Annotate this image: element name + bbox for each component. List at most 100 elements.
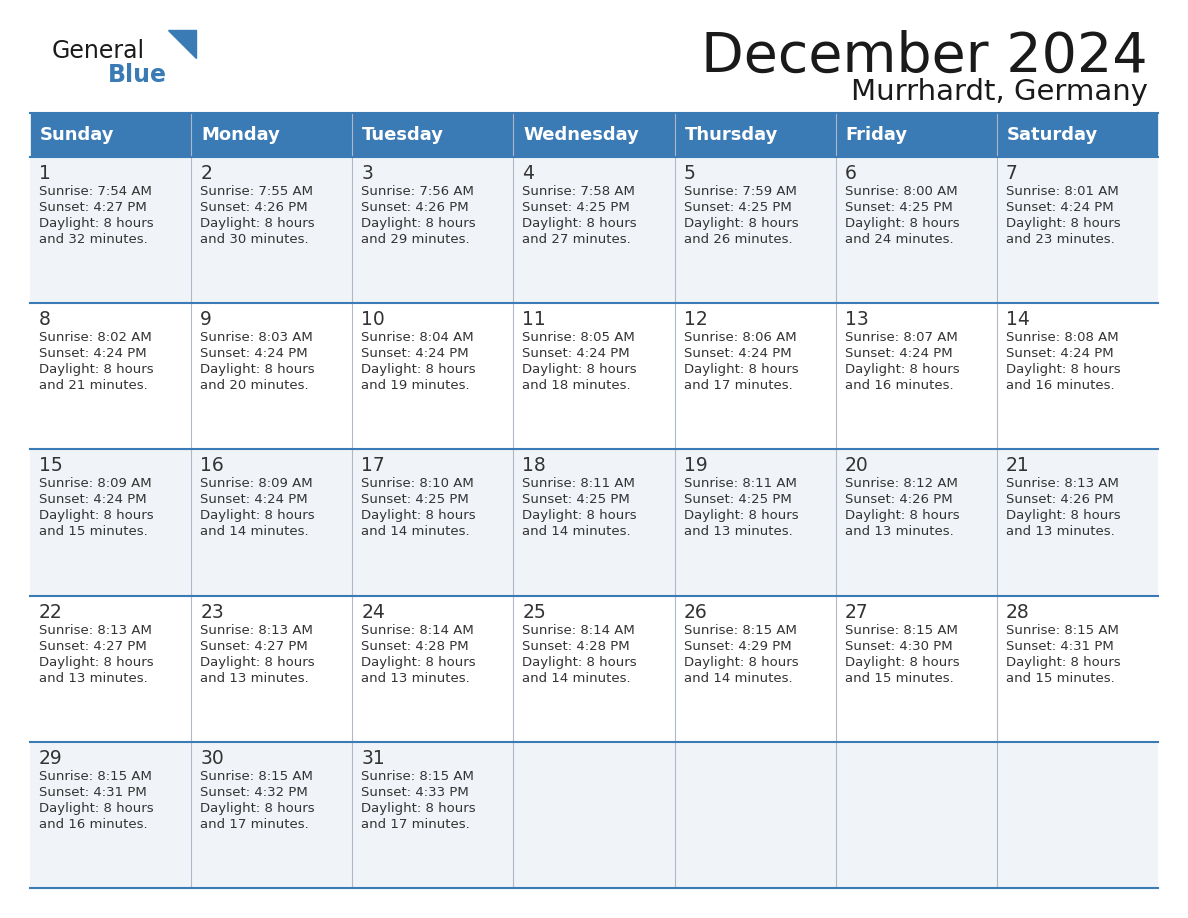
- Text: 28: 28: [1006, 602, 1030, 621]
- Text: Sunrise: 8:09 AM: Sunrise: 8:09 AM: [200, 477, 312, 490]
- Bar: [353, 303, 513, 450]
- Bar: [191, 450, 353, 596]
- Text: and 16 minutes.: and 16 minutes.: [845, 379, 953, 392]
- Text: and 29 minutes.: and 29 minutes.: [361, 233, 470, 246]
- Text: Sunset: 4:27 PM: Sunset: 4:27 PM: [200, 640, 308, 653]
- Text: 9: 9: [200, 310, 211, 330]
- Text: Sunset: 4:31 PM: Sunset: 4:31 PM: [1006, 640, 1113, 653]
- Text: and 14 minutes.: and 14 minutes.: [200, 525, 309, 538]
- Text: Sunset: 4:33 PM: Sunset: 4:33 PM: [361, 786, 469, 799]
- Text: Sunrise: 8:15 AM: Sunrise: 8:15 AM: [845, 623, 958, 636]
- Text: 25: 25: [523, 602, 546, 621]
- Text: Sunrise: 8:15 AM: Sunrise: 8:15 AM: [361, 770, 474, 783]
- Text: Sunset: 4:25 PM: Sunset: 4:25 PM: [523, 201, 630, 214]
- Text: Daylight: 8 hours: Daylight: 8 hours: [1006, 217, 1120, 230]
- Text: 30: 30: [200, 749, 223, 767]
- Text: 14: 14: [1006, 310, 1030, 330]
- Text: Saturday: Saturday: [1007, 126, 1098, 144]
- Bar: [353, 157, 513, 303]
- Bar: [997, 596, 1158, 742]
- Text: Sunrise: 8:13 AM: Sunrise: 8:13 AM: [200, 623, 312, 636]
- Text: 13: 13: [845, 310, 868, 330]
- Text: 17: 17: [361, 456, 385, 476]
- Text: and 18 minutes.: and 18 minutes.: [523, 379, 631, 392]
- Text: 26: 26: [683, 602, 707, 621]
- Text: Daylight: 8 hours: Daylight: 8 hours: [39, 364, 153, 376]
- Text: and 16 minutes.: and 16 minutes.: [39, 818, 147, 831]
- Text: and 24 minutes.: and 24 minutes.: [845, 233, 953, 246]
- Bar: [513, 450, 675, 596]
- Text: Daylight: 8 hours: Daylight: 8 hours: [39, 655, 153, 668]
- Text: and 14 minutes.: and 14 minutes.: [523, 525, 631, 538]
- Text: Daylight: 8 hours: Daylight: 8 hours: [1006, 364, 1120, 376]
- Text: 18: 18: [523, 456, 546, 476]
- Text: Sunset: 4:27 PM: Sunset: 4:27 PM: [39, 201, 147, 214]
- Text: and 16 minutes.: and 16 minutes.: [1006, 379, 1114, 392]
- Text: Sunrise: 7:58 AM: Sunrise: 7:58 AM: [523, 185, 636, 198]
- Text: 12: 12: [683, 310, 707, 330]
- Text: Sunrise: 7:56 AM: Sunrise: 7:56 AM: [361, 185, 474, 198]
- Bar: [997, 157, 1158, 303]
- Text: and 13 minutes.: and 13 minutes.: [845, 525, 954, 538]
- Bar: [353, 742, 513, 888]
- Text: Daylight: 8 hours: Daylight: 8 hours: [39, 801, 153, 815]
- Text: and 14 minutes.: and 14 minutes.: [361, 525, 470, 538]
- Bar: [835, 157, 997, 303]
- Text: 1: 1: [39, 164, 51, 183]
- Bar: [353, 596, 513, 742]
- Text: 4: 4: [523, 164, 535, 183]
- Bar: [30, 450, 191, 596]
- Text: Sunrise: 8:06 AM: Sunrise: 8:06 AM: [683, 331, 796, 344]
- Text: Sunrise: 8:00 AM: Sunrise: 8:00 AM: [845, 185, 958, 198]
- Text: Daylight: 8 hours: Daylight: 8 hours: [683, 655, 798, 668]
- Polygon shape: [168, 30, 196, 58]
- Text: Sunset: 4:25 PM: Sunset: 4:25 PM: [683, 201, 791, 214]
- Text: Sunset: 4:29 PM: Sunset: 4:29 PM: [683, 640, 791, 653]
- Text: 27: 27: [845, 602, 868, 621]
- Text: Daylight: 8 hours: Daylight: 8 hours: [361, 801, 476, 815]
- Text: Sunset: 4:24 PM: Sunset: 4:24 PM: [200, 493, 308, 507]
- Text: Sunrise: 8:13 AM: Sunrise: 8:13 AM: [1006, 477, 1119, 490]
- Text: Sunset: 4:25 PM: Sunset: 4:25 PM: [523, 493, 630, 507]
- Bar: [191, 303, 353, 450]
- Text: Sunrise: 8:12 AM: Sunrise: 8:12 AM: [845, 477, 958, 490]
- Text: and 17 minutes.: and 17 minutes.: [361, 818, 470, 831]
- Bar: [353, 113, 513, 157]
- Text: Sunset: 4:27 PM: Sunset: 4:27 PM: [39, 640, 147, 653]
- Text: 2: 2: [200, 164, 211, 183]
- Text: 6: 6: [845, 164, 857, 183]
- Bar: [675, 596, 835, 742]
- Text: 16: 16: [200, 456, 223, 476]
- Text: Sunday: Sunday: [40, 126, 114, 144]
- Text: Sunrise: 8:13 AM: Sunrise: 8:13 AM: [39, 623, 152, 636]
- Bar: [191, 113, 353, 157]
- Bar: [997, 450, 1158, 596]
- Bar: [997, 113, 1158, 157]
- Text: Sunrise: 8:09 AM: Sunrise: 8:09 AM: [39, 477, 152, 490]
- Text: 20: 20: [845, 456, 868, 476]
- Text: 22: 22: [39, 602, 63, 621]
- Bar: [30, 742, 191, 888]
- Text: Daylight: 8 hours: Daylight: 8 hours: [200, 364, 315, 376]
- Text: Sunset: 4:26 PM: Sunset: 4:26 PM: [200, 201, 308, 214]
- Text: Sunrise: 8:05 AM: Sunrise: 8:05 AM: [523, 331, 636, 344]
- Text: Daylight: 8 hours: Daylight: 8 hours: [361, 509, 476, 522]
- Text: Daylight: 8 hours: Daylight: 8 hours: [39, 217, 153, 230]
- Text: Tuesday: Tuesday: [362, 126, 444, 144]
- Text: and 15 minutes.: and 15 minutes.: [39, 525, 147, 538]
- Text: and 19 minutes.: and 19 minutes.: [361, 379, 470, 392]
- Text: 21: 21: [1006, 456, 1030, 476]
- Text: Sunrise: 8:07 AM: Sunrise: 8:07 AM: [845, 331, 958, 344]
- Text: Sunrise: 8:15 AM: Sunrise: 8:15 AM: [1006, 623, 1119, 636]
- Text: 7: 7: [1006, 164, 1018, 183]
- Text: Sunrise: 8:14 AM: Sunrise: 8:14 AM: [523, 623, 636, 636]
- Text: Sunset: 4:26 PM: Sunset: 4:26 PM: [845, 493, 953, 507]
- Text: Sunset: 4:24 PM: Sunset: 4:24 PM: [39, 493, 146, 507]
- Text: Sunset: 4:24 PM: Sunset: 4:24 PM: [39, 347, 146, 360]
- Bar: [835, 450, 997, 596]
- Text: Sunrise: 8:04 AM: Sunrise: 8:04 AM: [361, 331, 474, 344]
- Text: 23: 23: [200, 602, 223, 621]
- Text: 19: 19: [683, 456, 707, 476]
- Text: 5: 5: [683, 164, 695, 183]
- Text: Sunset: 4:28 PM: Sunset: 4:28 PM: [523, 640, 630, 653]
